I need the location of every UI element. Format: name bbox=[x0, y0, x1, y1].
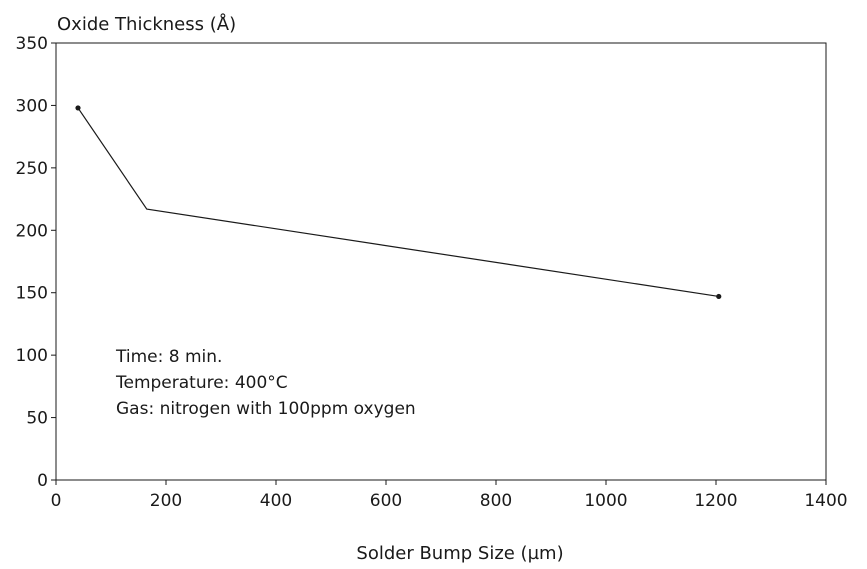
plot-frame bbox=[55, 42, 827, 481]
x-axis: 0 200 400 600 800 1000 1200 1400 bbox=[51, 480, 848, 511]
y-tick-label: 100 bbox=[16, 346, 48, 366]
annotation-line: Gas: nitrogen with 100ppm oxygen bbox=[116, 399, 416, 419]
y-tick-label: 300 bbox=[16, 96, 48, 116]
x-axis-title: Solder Bump Size (µm) bbox=[356, 543, 563, 564]
y-tick-label: 200 bbox=[16, 221, 48, 241]
series-layer bbox=[75, 105, 722, 300]
x-tick-label: 1200 bbox=[694, 491, 737, 511]
y-tick-label: 150 bbox=[16, 284, 48, 304]
x-tick-label: 0 bbox=[51, 491, 62, 511]
y-tick-label: 50 bbox=[26, 409, 48, 429]
annotation-block: Time: 8 min. Temperature: 400°C Gas: nitro… bbox=[115, 347, 416, 419]
x-tick-label: 1000 bbox=[584, 491, 627, 511]
data-point bbox=[75, 105, 81, 111]
x-tick-label: 600 bbox=[370, 491, 402, 511]
series-line bbox=[77, 107, 719, 298]
y-axis-title: Oxide Thickness (Å) bbox=[57, 13, 236, 35]
data-point bbox=[716, 293, 722, 300]
annotation-line: Temperature: 400°C bbox=[115, 373, 288, 393]
y-tick-label: 0 bbox=[37, 471, 48, 491]
x-tick-label: 800 bbox=[480, 491, 512, 511]
x-tick-label: 200 bbox=[150, 491, 182, 511]
y-tick-label: 250 bbox=[16, 159, 48, 179]
y-tick-label: 350 bbox=[16, 34, 48, 54]
x-tick-label: 400 bbox=[260, 491, 292, 511]
y-axis: 0 50 100 150 200 250 300 350 bbox=[16, 34, 56, 491]
annotation-line: Time: 8 min. bbox=[115, 347, 222, 367]
x-tick-label: 1400 bbox=[804, 491, 847, 511]
